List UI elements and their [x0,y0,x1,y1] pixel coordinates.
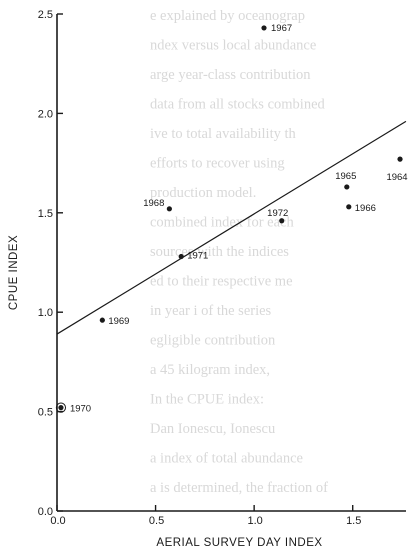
axes [57,14,406,511]
data-point-group: 1972 [267,208,288,224]
data-point [167,206,172,211]
data-label: 1972 [267,208,288,219]
x-tick-label: 1.0 [247,515,262,527]
data-point [344,184,349,189]
x-tick-label: 0.5 [149,515,164,527]
y-tick-label: 1.5 [38,208,53,220]
y-tick-label: 1.0 [38,307,53,319]
data-label: 1969 [108,316,129,327]
data-label: 1971 [187,251,208,262]
data-point-group: 1968 [143,198,172,212]
ticks: 0.00.51.01.52.02.50.0 0.5 1.0 1.5 [38,9,362,527]
data-label: 1966 [355,203,376,214]
data-points: 1967 1968 1971 1972 1965 1966 1964 1969 1970 [56,23,407,415]
data-point [346,204,351,209]
data-point-group: 1964 [386,157,407,184]
data-label: 1968 [143,198,164,209]
y-tick-label: 2.0 [38,108,53,120]
data-point [58,405,63,410]
data-point-group: 1970 [56,403,91,415]
data-point-group: 1966 [346,203,376,214]
x-axis-label: AERIAL SURVEY DAY INDEX [156,537,322,549]
data-point [261,25,266,30]
data-point-group: 1969 [100,316,130,327]
y-tick-label: 0.5 [38,407,53,419]
data-point-group: 1965 [335,171,356,190]
data-point [279,218,284,223]
y-axis-label: CPUE INDEX [8,235,20,310]
x-tick-label: 1.5 [346,515,361,527]
data-point [179,254,184,259]
data-label: 1965 [335,171,356,182]
data-label: 1964 [386,172,407,183]
regression-line [57,121,406,334]
data-point [397,157,402,162]
data-point-group: 1971 [179,251,209,262]
x-tick-label: 0.0 [50,515,65,527]
data-label: 1967 [271,23,292,34]
data-label: 1970 [70,404,91,415]
data-point-group: 1967 [261,23,292,34]
y-tick-label: 2.5 [38,9,53,21]
data-point [100,318,105,323]
